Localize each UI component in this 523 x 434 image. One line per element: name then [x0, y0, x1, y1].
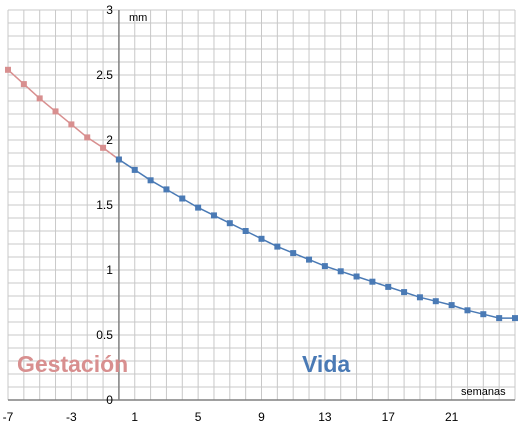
data-point: [464, 307, 471, 314]
axes: [8, 10, 515, 401]
data-point: [337, 268, 344, 275]
y-tick-label: 2.5: [96, 68, 113, 82]
data-point: [258, 235, 265, 242]
data-point: [512, 315, 518, 322]
data-point: [369, 278, 376, 285]
series-line-vida: [118, 158, 515, 319]
gridlines: [7, 9, 516, 400]
data-point: [448, 302, 455, 309]
x-tick-label: 9: [258, 410, 265, 424]
y-tick-label: 0.5: [96, 328, 113, 342]
data-point: [115, 156, 122, 163]
data-point: [5, 66, 11, 73]
data-point: [131, 166, 138, 173]
tick-labels: 0 0.5 1 1.5 2 2.5 3 -7 -3 1 5 9 13 17 21: [3, 3, 459, 424]
data-point: [163, 186, 170, 193]
x-tick-label: 21: [445, 410, 459, 424]
x-tick-label: 5: [195, 410, 202, 424]
data-point: [52, 108, 59, 115]
data-point: [20, 81, 27, 88]
y-tick-label: 1.5: [96, 198, 113, 212]
data-point: [353, 273, 360, 280]
data-point: [84, 134, 91, 141]
data-point: [100, 144, 107, 151]
x-tick-label: 1: [131, 410, 138, 424]
y-unit-label: mm: [129, 12, 147, 24]
x-tick-label: 13: [318, 410, 332, 424]
x-unit-label: semanas: [461, 386, 506, 398]
x-tick-label: 17: [382, 410, 396, 424]
data-point: [226, 220, 233, 227]
y-tick-label: 1: [106, 263, 113, 277]
data-point: [274, 243, 281, 250]
data-point: [36, 95, 43, 102]
data-point: [68, 121, 75, 128]
x-tick-label: -7: [3, 410, 14, 424]
data-point: [210, 212, 217, 219]
data-point: [179, 195, 186, 202]
region-label-vida: Vida: [302, 351, 350, 377]
data-point: [401, 289, 408, 296]
y-tick-label: 2: [106, 133, 113, 147]
data-point: [147, 177, 154, 184]
data-point: [290, 250, 297, 257]
data-point: [321, 263, 328, 270]
region-label-gestacion: Gestación: [17, 351, 128, 377]
data-point: [432, 298, 439, 305]
data-point: [416, 294, 423, 301]
y-tick-label: 3: [106, 3, 113, 17]
series-lines: [5, 66, 518, 322]
data-point: [195, 204, 202, 211]
x-tick-label: -3: [66, 410, 77, 424]
data-point: [306, 256, 313, 263]
y-tick-label: 0: [106, 393, 113, 407]
data-point: [242, 228, 249, 234]
data-point: [385, 283, 392, 290]
data-point: [480, 311, 487, 318]
data-point: [496, 315, 503, 322]
